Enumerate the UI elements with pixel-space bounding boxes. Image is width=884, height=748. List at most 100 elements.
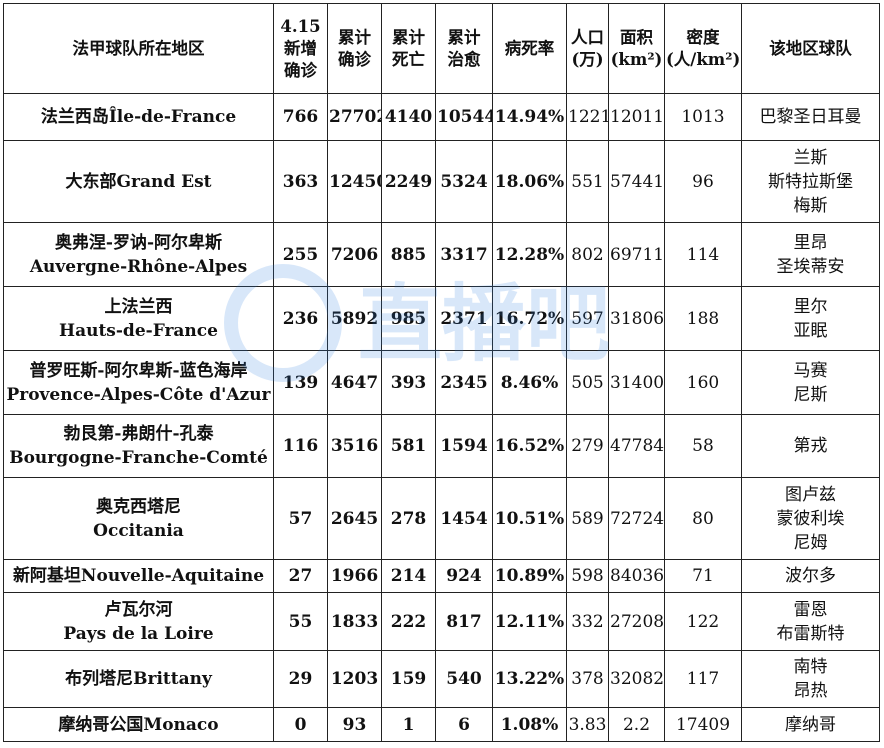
table-row: 上法兰西 Hauts-de-France 236 5892 985 2371 16.72% 5… (3, 286, 880, 351)
cell-total-deaths: 159 (381, 650, 436, 708)
cell-fatality-rate: 12.11% (492, 592, 567, 651)
cell-population: 802 (566, 222, 609, 287)
cell-fatality-rate: 12.28% (492, 222, 567, 287)
cell-teams: 里昂 圣埃蒂安 (741, 222, 880, 287)
team-name: 里尔 (793, 296, 828, 317)
cell-area: 84036 (608, 559, 665, 593)
cell-area: 72724 (608, 477, 665, 560)
region-name-line: Pays de la Loire (63, 623, 214, 644)
cell-density: 188 (664, 286, 742, 351)
team-name: 布雷斯特 (776, 623, 845, 644)
region-name-line: 摩纳哥公国Monaco (58, 714, 219, 735)
cell-area: 69711 (608, 222, 665, 287)
header-total-deaths: 累计 死亡 (381, 3, 436, 94)
cell-population: 279 (566, 414, 609, 478)
team-name: 蒙彼利埃 (776, 508, 845, 529)
cell-new-cases: 766 (273, 93, 328, 141)
cell-density: 71 (664, 559, 742, 593)
cell-new-cases: 139 (273, 350, 328, 415)
cell-total-recovered: 540 (435, 650, 493, 708)
cell-area: 32082 (608, 650, 665, 708)
cell-region: 大东部Grand Est (3, 140, 274, 223)
cell-total-confirmed: 12450 (327, 140, 382, 223)
header-text: 人口 (571, 27, 604, 47)
team-name: 摩纳哥 (785, 714, 836, 735)
cell-total-recovered: 10544 (435, 93, 493, 141)
region-name-line: 勃艮第-弗朗什-孔泰 (63, 424, 214, 444)
cell-area: 27208 (608, 592, 665, 651)
cell-total-confirmed: 27702 (327, 93, 382, 141)
cell-region: 奥弗涅-罗讷-阿尔卑斯 Auvergne-Rhône-Alpes (3, 222, 274, 287)
cell-density: 122 (664, 592, 742, 651)
cell-density: 117 (664, 650, 742, 708)
table-body: 法兰西岛Île-de-France 7662770241401054414.94%… (3, 93, 880, 742)
cell-population: 378 (566, 650, 609, 708)
cell-teams: 雷恩 布雷斯特 (741, 592, 880, 651)
team-name: 兰斯 (793, 147, 828, 168)
header-fatality-rate: 病死率 (492, 3, 567, 94)
cell-fatality-rate: 14.94% (492, 93, 567, 141)
region-name-line: 法兰西岛Île-de-France (40, 107, 237, 127)
cell-teams: 南特 昂热 (741, 650, 880, 708)
cell-new-cases: 236 (273, 286, 328, 351)
table-row: 摩纳哥公国Monaco 0 93 1 6 1.08% 3.83 2.2 17409 摩纳哥 (3, 707, 880, 742)
header-region: 法甲球队所在地区 (3, 3, 274, 94)
header-new-cases: 4.15 新增 确诊 (273, 3, 328, 94)
cell-teams: 兰斯 斯特拉斯堡 梅斯 (741, 140, 880, 223)
header-row: 法甲球队所在地区 4.15 新增 确诊 累计 确诊 累计 死亡 累计 治愈 (3, 3, 880, 94)
table-row: 新阿基坦Nouvelle-Aquitaine 27 1966 214 924 10.89%… (3, 559, 880, 593)
header-area: 面积 (km²) (608, 3, 665, 94)
region-name-line: 奥弗涅-罗讷-阿尔卑斯 (54, 232, 223, 253)
cell-region: 布列塔尼Brittany (3, 650, 274, 708)
header-text: 累计 (392, 27, 425, 47)
header-text: 死亡 (392, 49, 425, 69)
cell-teams: 里尔 亚眠 (741, 286, 880, 351)
table-row: 布列塔尼Brittany 29 1203 159 540 13.22% 378 32082 11… (3, 650, 880, 708)
cell-fatality-rate: 10.51% (492, 477, 567, 560)
cell-density: 96 (664, 140, 742, 223)
header-text: 确诊 (338, 49, 371, 69)
region-name-line: Bourgogne-Franche-Comté (9, 448, 268, 468)
team-name: 南特 (793, 657, 828, 677)
cell-population: 598 (566, 559, 609, 593)
cell-total-deaths: 2249 (381, 140, 436, 223)
header-text: 新增 (284, 38, 317, 58)
cell-density: 160 (664, 350, 742, 415)
cell-total-deaths: 985 (381, 286, 436, 351)
cell-total-recovered: 1454 (435, 477, 493, 560)
cell-total-recovered: 924 (435, 559, 493, 593)
cell-population: 505 (566, 350, 609, 415)
cell-fatality-rate: 8.46% (492, 350, 567, 415)
team-name: 尼斯 (793, 384, 828, 405)
table-row: 普罗旺斯-阿尔卑斯-蓝色海岸 Provence-Alpes-Côte d'Azur… (3, 350, 880, 415)
cell-new-cases: 29 (273, 650, 328, 708)
cell-total-deaths: 885 (381, 222, 436, 287)
cell-population: 332 (566, 592, 609, 651)
cell-region: 勃艮第-弗朗什-孔泰 Bourgogne-Franche-Comté (3, 414, 274, 478)
cell-total-confirmed: 1833 (327, 592, 382, 651)
cell-teams: 波尔多 (741, 559, 880, 593)
cell-total-confirmed: 1966 (327, 559, 382, 593)
header-text: 累计 (338, 27, 371, 47)
cell-teams: 马赛 尼斯 (741, 350, 880, 415)
cell-total-confirmed: 3516 (327, 414, 382, 478)
cell-region: 上法兰西 Hauts-de-France (3, 286, 274, 351)
cell-density: 58 (664, 414, 742, 478)
team-name: 巴黎圣日耳曼 (759, 107, 862, 127)
cell-new-cases: 363 (273, 140, 328, 223)
header-text: 病死率 (504, 38, 555, 58)
cell-total-deaths: 214 (381, 559, 436, 593)
team-name: 圣埃蒂安 (776, 256, 845, 277)
table-row: 勃艮第-弗朗什-孔泰 Bourgogne-Franche-Comté 116 3516… (3, 414, 880, 478)
header-total-recovered: 累计 治愈 (435, 3, 493, 94)
cell-new-cases: 116 (273, 414, 328, 478)
cell-density: 1013 (664, 93, 742, 141)
header-text: 治愈 (447, 49, 481, 69)
cell-area: 31400 (608, 350, 665, 415)
cell-area: 12011 (608, 93, 665, 141)
cell-density: 80 (664, 477, 742, 560)
cell-density: 114 (664, 222, 742, 287)
cell-total-confirmed: 5892 (327, 286, 382, 351)
header-total-confirmed: 累计 确诊 (327, 3, 382, 94)
cell-fatality-rate: 18.06% (492, 140, 567, 223)
